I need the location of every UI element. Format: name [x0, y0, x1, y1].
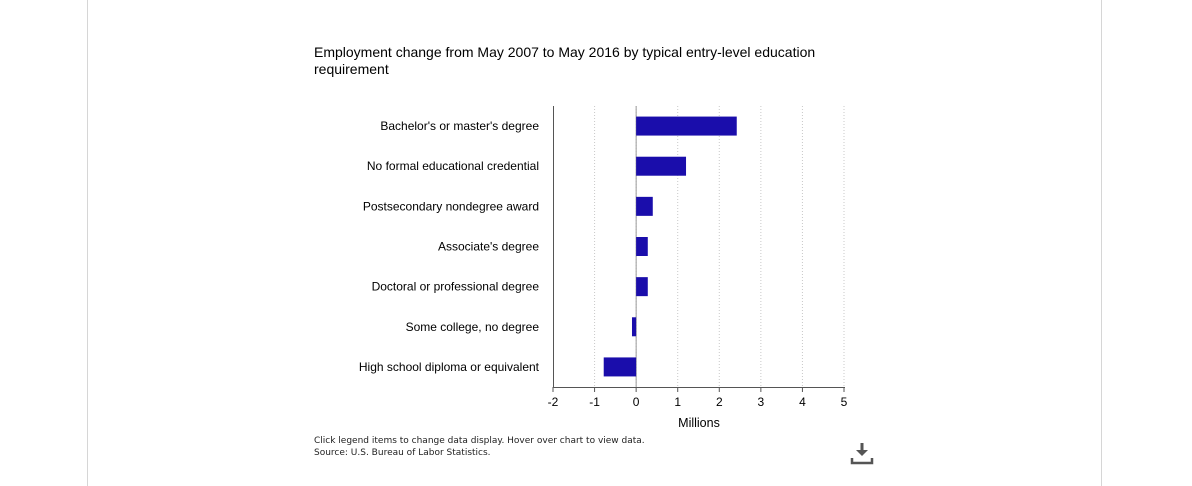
x-tick-label: 0: [633, 395, 640, 409]
bar[interactable]: [636, 116, 737, 136]
grid-lines: [552, 106, 845, 392]
bars[interactable]: [603, 116, 737, 377]
x-tick-label: 3: [758, 395, 765, 409]
left-frame-border: [87, 0, 88, 486]
category-label: Postsecondary nondegree award: [363, 199, 539, 213]
chart-title: Employment change from May 2007 to May 2…: [314, 44, 816, 77]
x-tick-labels: -2 -1 0 1 2 3 4 5: [548, 395, 848, 409]
category-label: Bachelor's or master's degree: [380, 119, 539, 133]
notes-source: Source: U.S. Bureau of Labor Statistics.: [314, 448, 491, 458]
category-labels: Bachelor's or master's degree No formal e…: [359, 119, 540, 374]
x-tick-label: 1: [674, 395, 681, 409]
x-tick-label: 2: [716, 395, 723, 409]
category-label: No formal educational credential: [367, 159, 539, 173]
category-label: Associate's degree: [438, 240, 539, 254]
bar[interactable]: [636, 156, 687, 176]
x-tick-label: -1: [589, 395, 600, 409]
bar[interactable]: [636, 237, 648, 256]
bar[interactable]: [636, 277, 648, 297]
bar[interactable]: [603, 357, 637, 377]
download-button[interactable]: [849, 440, 875, 466]
chart-notes: Click legend items to change data displa…: [314, 435, 645, 459]
notes-instructions: Click legend items to change data displa…: [314, 436, 645, 446]
download-icon: [850, 443, 874, 465]
right-frame-border: [1101, 0, 1102, 486]
category-label: High school diploma or equivalent: [359, 360, 540, 374]
x-tick-label: -2: [548, 395, 559, 409]
bar[interactable]: [631, 317, 637, 337]
category-label: Some college, no degree: [406, 320, 540, 334]
category-label: Doctoral or professional degree: [372, 280, 540, 294]
x-axis-title: Millions: [678, 416, 720, 430]
bar[interactable]: [636, 196, 653, 216]
x-tick-label: 5: [841, 395, 848, 409]
x-tick-label: 4: [799, 395, 806, 409]
